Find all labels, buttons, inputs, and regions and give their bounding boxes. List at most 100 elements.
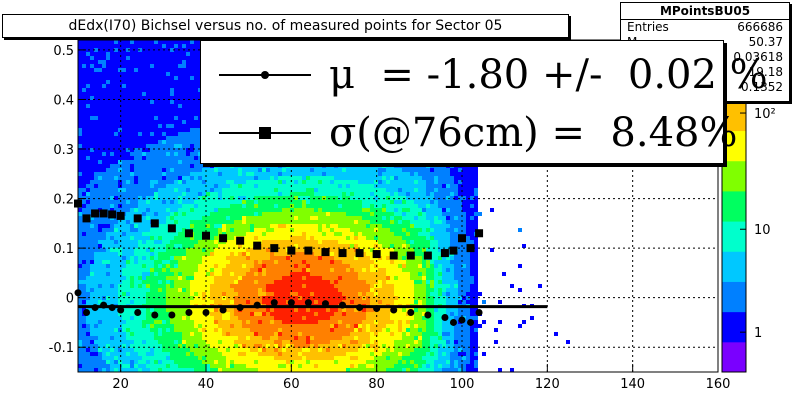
heatmap-cell xyxy=(90,76,94,80)
heatmap-cell xyxy=(230,260,234,264)
heatmap-cell xyxy=(294,308,298,312)
heatmap-cell xyxy=(78,148,82,152)
heatmap-cell xyxy=(138,260,142,264)
heatmap-cell xyxy=(138,300,142,304)
heatmap-cell xyxy=(206,264,210,268)
heatmap-cell xyxy=(206,344,210,348)
heatmap-cell xyxy=(130,156,134,160)
heatmap-cell xyxy=(214,272,218,276)
heatmap-cell xyxy=(138,228,142,232)
heatmap-cell xyxy=(114,136,118,140)
heatmap-cell xyxy=(114,84,118,88)
heatmap-cell xyxy=(270,288,274,292)
heatmap-cell xyxy=(114,48,118,52)
heatmap-cell xyxy=(206,216,210,220)
heatmap-cell xyxy=(106,108,110,112)
heatmap-cell xyxy=(86,348,90,352)
heatmap-cell xyxy=(214,316,218,320)
heatmap-cell xyxy=(310,236,314,240)
heatmap-cell xyxy=(122,336,126,340)
heatmap-cell xyxy=(78,120,82,124)
heatmap-cell xyxy=(214,176,218,180)
heatmap-cell xyxy=(186,184,190,188)
heatmap-cell xyxy=(134,120,138,124)
heatmap-cell xyxy=(310,188,314,192)
heatmap-cell xyxy=(214,320,218,324)
heatmap-cell xyxy=(182,136,186,140)
heatmap-cell xyxy=(138,288,142,292)
heatmap-cell xyxy=(246,324,250,328)
heatmap-cell xyxy=(270,220,274,224)
heatmap-cell xyxy=(302,356,306,360)
heatmap-cell xyxy=(234,168,238,172)
heatmap-cell xyxy=(190,280,194,284)
heatmap-cell xyxy=(102,128,106,132)
heatmap-cell xyxy=(310,324,314,328)
heatmap-cell xyxy=(226,356,230,360)
heatmap-cell xyxy=(274,168,278,172)
heatmap-cell xyxy=(170,356,174,360)
heatmap-cell xyxy=(98,268,102,272)
heatmap-cell xyxy=(282,356,286,360)
heatmap-cell xyxy=(278,348,282,352)
heatmap-cell xyxy=(138,172,142,176)
heatmap-cell xyxy=(158,264,162,268)
heatmap-cell xyxy=(274,284,278,288)
heatmap-cell xyxy=(102,268,106,272)
heatmap-cell xyxy=(82,40,86,44)
heatmap-cell xyxy=(158,204,162,208)
heatmap-cell xyxy=(166,324,170,328)
heatmap-cell xyxy=(174,76,178,80)
heatmap-cell xyxy=(162,72,166,76)
heatmap-cell xyxy=(206,244,210,248)
heatmap-cell xyxy=(94,100,98,104)
heatmap-cell xyxy=(294,164,298,168)
heatmap-cell xyxy=(146,52,150,56)
heatmap-cell xyxy=(178,288,182,292)
heatmap-cell xyxy=(282,320,286,324)
heatmap-cell xyxy=(254,332,258,336)
heatmap-cell xyxy=(146,252,150,256)
heatmap-cell xyxy=(98,320,102,324)
heatmap-cell xyxy=(302,288,306,292)
heatmap-cell xyxy=(146,224,150,228)
heatmap-cell xyxy=(194,352,198,356)
heatmap-cell xyxy=(98,40,102,44)
heatmap-cell xyxy=(214,296,218,300)
heatmap-cell xyxy=(226,308,230,312)
heatmap-cell xyxy=(90,200,94,204)
heatmap-cell xyxy=(82,280,86,284)
heatmap-cell xyxy=(142,208,146,212)
heatmap-cell xyxy=(106,60,110,64)
heatmap-cell xyxy=(94,172,98,176)
heatmap-cell xyxy=(118,200,122,204)
heatmap-cell xyxy=(190,136,194,140)
heatmap-cell xyxy=(282,348,286,352)
heatmap-cell xyxy=(102,244,106,248)
heatmap-cell xyxy=(126,336,130,340)
heatmap-cell xyxy=(90,332,94,336)
heatmap-cell xyxy=(102,264,106,268)
heatmap-cell xyxy=(122,108,126,112)
heatmap-cell xyxy=(186,96,190,100)
heatmap-cell xyxy=(146,364,150,368)
heatmap-cell xyxy=(178,188,182,192)
heatmap-cell xyxy=(222,176,226,180)
heatmap-cell xyxy=(142,332,146,336)
heatmap-cell xyxy=(294,336,298,340)
heatmap-cell xyxy=(194,236,198,240)
heatmap-cell xyxy=(78,280,82,284)
heatmap-cell xyxy=(194,280,198,284)
heatmap-cell xyxy=(230,312,234,316)
heatmap-cell xyxy=(146,80,150,84)
heatmap-cell xyxy=(274,312,278,316)
heatmap-cell xyxy=(82,144,86,148)
heatmap-cell xyxy=(138,112,142,116)
heatmap-cell xyxy=(150,208,154,212)
heatmap-cell xyxy=(290,348,294,352)
heatmap-cell xyxy=(126,352,130,356)
heatmap-cell xyxy=(86,152,90,156)
heatmap-cell xyxy=(262,244,266,248)
heatmap-cell xyxy=(142,212,146,216)
heatmap-cell xyxy=(150,348,154,352)
